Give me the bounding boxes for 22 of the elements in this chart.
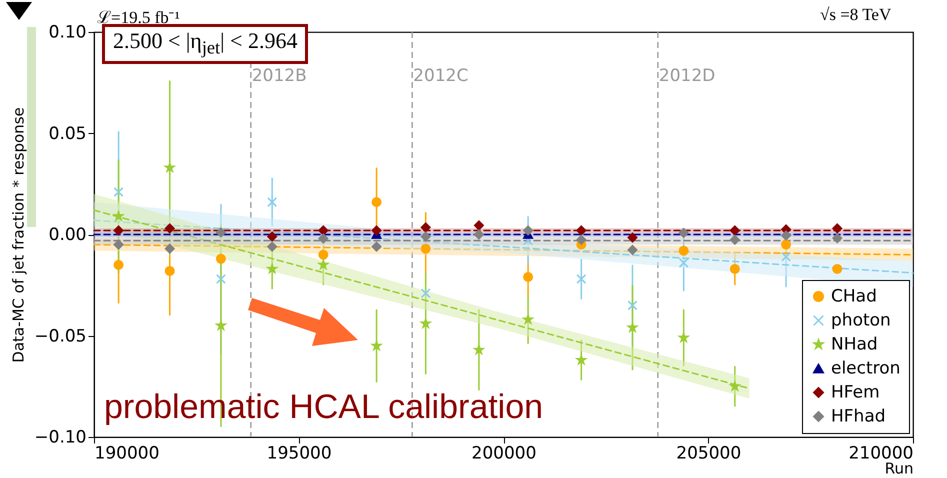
text: √s =8 TeV bbox=[820, 5, 892, 25]
x-tick-label: 205000 bbox=[676, 444, 742, 464]
y-tick-label: 0.10 bbox=[48, 22, 86, 42]
y-tick-label: −0.10 bbox=[34, 428, 86, 448]
legend-label: HFem bbox=[831, 382, 880, 402]
ref-line-label: 2012D bbox=[658, 66, 716, 86]
legend-label: electron bbox=[831, 358, 900, 378]
y-tick-label: −0.05 bbox=[34, 326, 86, 346]
y-tick-label: 0.05 bbox=[48, 124, 86, 144]
y-tick-label: 0.00 bbox=[48, 225, 86, 245]
ref-line-label: 2012C bbox=[413, 66, 468, 86]
x-tick-label: 195000 bbox=[266, 444, 332, 464]
x-tick-label: 190000 bbox=[94, 444, 160, 464]
text: ℒ=19.5 fb⁻¹ bbox=[97, 7, 180, 28]
annotation: 2.500 < |η$_{jet}$| < 2.964 bbox=[113, 28, 298, 58]
ref-line-label: 2012B bbox=[252, 66, 307, 86]
y-axis-title: Data-MC of jet fraction * response bbox=[9, 107, 28, 363]
legend-label: CHad bbox=[831, 286, 877, 306]
legend-label: NHad bbox=[831, 334, 878, 354]
legend-label: HFhad bbox=[831, 406, 886, 426]
legend-label: photon bbox=[831, 310, 891, 330]
x-tick-label: 200000 bbox=[472, 444, 536, 464]
